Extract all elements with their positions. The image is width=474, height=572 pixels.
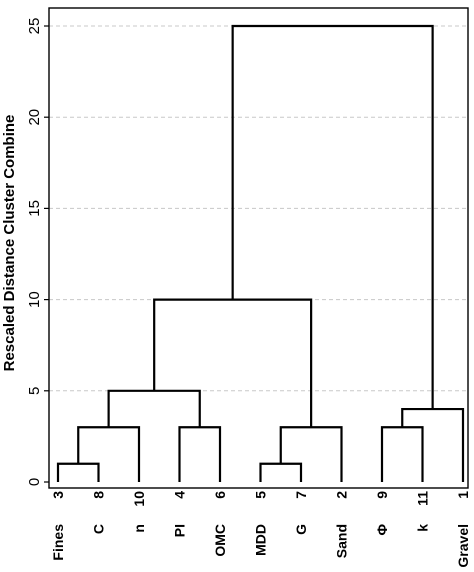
leaf-variable-label: k [415, 524, 431, 532]
y-axis-title: Rescaled Distance Cluster Combine [1, 115, 18, 372]
leaf-variable-label: Fines [50, 524, 66, 561]
leaf-number-label: 8 [91, 491, 107, 499]
leaf-number-label: 2 [334, 491, 350, 499]
leaf-labels: 3 Fines 8 C 10 n 4 PI 6 OMC 5 MDD 7 G 2 Sand 9 Φ 11 k 1 Grave… [50, 491, 471, 568]
leaf-number-label: 11 [415, 491, 431, 506]
y-tick-label: 25 [26, 18, 43, 35]
y-axis: 0 5 10 15 20 25 [26, 7, 469, 489]
leaf-number-label: 9 [374, 491, 390, 499]
gridlines [49, 25, 468, 392]
leaf-variable-label: Sand [334, 524, 350, 558]
y-tick-label: 10 [26, 291, 43, 308]
leaf-number-label: 7 [293, 491, 309, 499]
leaf-variable-label: Gravel [455, 524, 471, 568]
leaf-number-label: 3 [50, 491, 66, 499]
y-tick-label: 5 [26, 387, 43, 395]
merge-link [178, 426, 222, 482]
leaf-number-label: 6 [212, 491, 228, 499]
y-tick-label: 20 [26, 109, 43, 126]
merge-link [153, 298, 313, 428]
dendrogram-tree [56, 24, 465, 482]
leaf-number-label: 10 [131, 491, 147, 507]
leaf-variable-label: G [293, 524, 309, 535]
leaf-variable-label: PI [172, 524, 188, 537]
merge-link [231, 24, 434, 410]
merge-link [259, 462, 303, 482]
leaf-variable-label: Φ [374, 524, 390, 536]
merge-link [77, 426, 141, 482]
merge-link [56, 462, 100, 482]
leaf-variable-label: MDD [253, 524, 269, 556]
leaf-number-label: 5 [253, 491, 269, 499]
merge-link [380, 426, 424, 482]
y-tick-label: 15 [26, 200, 43, 217]
leaf-number-label: 4 [172, 491, 188, 499]
leaf-variable-label: OMC [212, 524, 228, 557]
leaf-number-label: 1 [455, 491, 471, 499]
merge-link [279, 426, 343, 482]
plot-frame [48, 7, 469, 489]
leaf-variable-label: n [131, 524, 147, 533]
leaf-variable-label: C [91, 524, 107, 534]
merge-link [401, 407, 465, 482]
y-tick-label: 0 [26, 478, 43, 486]
merge-link [107, 389, 201, 428]
